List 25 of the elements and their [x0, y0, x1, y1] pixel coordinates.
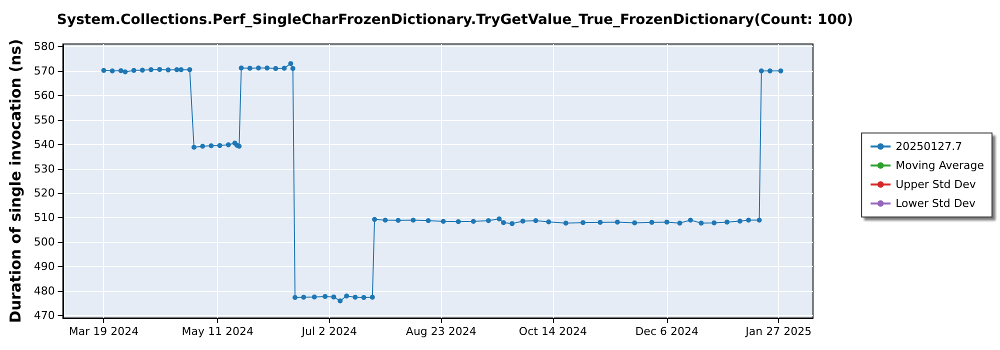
y-tick-label: 470 — [34, 309, 55, 322]
chart-title: System.Collections.Perf_SingleCharFrozenDictionary.TryGetValue_True_FrozenDictionary(Count: 100) — [56, 12, 854, 28]
y-tick-label: 570 — [34, 64, 55, 78]
y-tick-label: 480 — [34, 284, 55, 298]
y-tick-label: 510 — [34, 211, 55, 224]
y-tick-label: 550 — [34, 113, 55, 126]
x-tick-label: Dec 6 2024 — [635, 325, 698, 338]
x-tick-label: Jan 27 2025 — [744, 325, 812, 338]
y-tick-label: 500 — [34, 236, 55, 249]
legend-label: Lower Std Dev — [896, 197, 976, 210]
y-tick-label: 530 — [34, 162, 55, 176]
y-tick-label: 560 — [34, 88, 55, 102]
x-tick-label: Mar 19 2024 — [68, 325, 139, 338]
x-tick-label: May 11 2024 — [182, 325, 254, 338]
y-tick-label: 490 — [34, 260, 55, 274]
y-tick-label: 540 — [34, 138, 55, 151]
legend-label: 20250127.7 — [896, 140, 962, 153]
x-tick-label: Jul 2 2024 — [300, 325, 358, 338]
x-tick-label: Oct 14 2024 — [518, 325, 587, 338]
legend-label: Moving Average — [896, 159, 984, 172]
y-tick-label: 580 — [34, 40, 55, 53]
y-tick-label: 520 — [34, 186, 55, 200]
y-axis-title: Duration of single invocation (ns) — [6, 39, 24, 323]
x-tick-label: Aug 23 2024 — [406, 325, 476, 338]
legend-label: Upper Std Dev — [896, 178, 976, 191]
